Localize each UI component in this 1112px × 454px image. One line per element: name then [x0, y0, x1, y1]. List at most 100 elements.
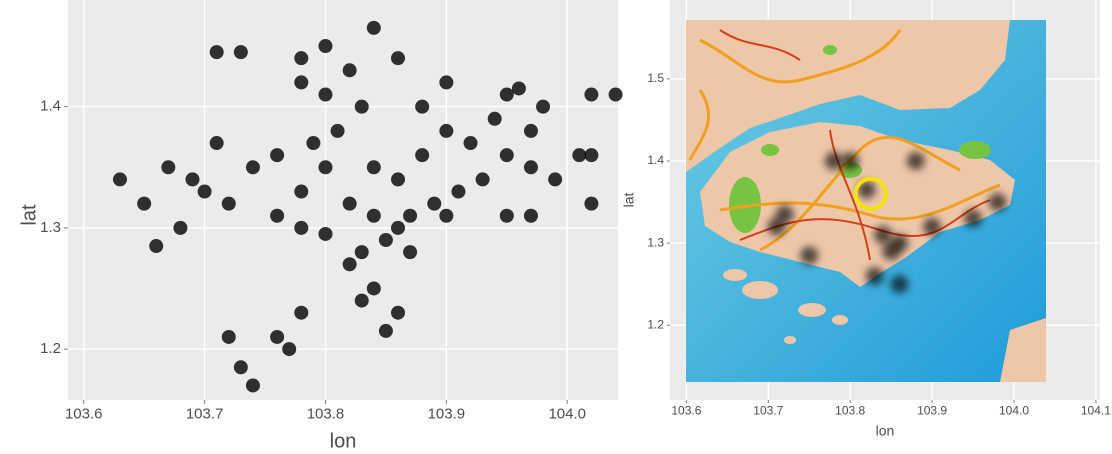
point: [572, 148, 586, 162]
point: [500, 148, 514, 162]
point: [403, 245, 417, 259]
point: [584, 197, 598, 211]
point: [210, 45, 224, 59]
point: [331, 124, 345, 138]
x-tick-label: 103.6: [65, 405, 103, 422]
x-axis-label: lon: [330, 430, 357, 452]
x-tick-label: 103.6: [671, 404, 701, 418]
point: [306, 136, 320, 150]
x-tick-label: 103.9: [428, 405, 466, 422]
point: [318, 39, 332, 53]
point: [137, 197, 151, 211]
y-tick-label: 1.5: [647, 71, 664, 85]
point: [222, 330, 236, 344]
point: [476, 172, 490, 186]
point: [186, 172, 200, 186]
point: [270, 209, 284, 223]
point: [367, 160, 381, 174]
y-tick-label: 1.4: [40, 98, 61, 115]
point: [234, 360, 248, 374]
point: [367, 21, 381, 35]
x-tick-label: 103.9: [917, 404, 947, 418]
point: [246, 378, 260, 392]
point: [524, 124, 538, 138]
point: [415, 100, 429, 114]
point: [294, 185, 308, 199]
density-spot: [907, 152, 925, 170]
point: [391, 221, 405, 235]
y-tick-label: 1.2: [40, 340, 61, 357]
point: [282, 342, 296, 356]
point: [270, 148, 284, 162]
point: [318, 227, 332, 241]
point: [343, 63, 357, 77]
point: [222, 197, 236, 211]
point: [161, 160, 175, 174]
point: [355, 294, 369, 308]
point: [500, 88, 514, 102]
point: [367, 209, 381, 223]
point: [584, 88, 598, 102]
point: [379, 233, 393, 247]
x-tick-label: 103.7: [186, 405, 224, 422]
point: [318, 160, 332, 174]
x-tick-label: 104.0: [999, 404, 1029, 418]
y-tick-label: 1.2: [647, 317, 664, 331]
point: [524, 160, 538, 174]
y-tick-label: 1.3: [40, 219, 61, 236]
density-spot: [825, 152, 843, 170]
figure: lat lon lat lon 103.6103.7103.8103.9104.…: [0, 0, 1112, 454]
point: [367, 281, 381, 295]
point: [113, 172, 127, 186]
point: [451, 185, 465, 199]
x-tick-label: 103.8: [307, 405, 345, 422]
density-spot: [800, 246, 818, 264]
point: [464, 136, 478, 150]
point: [536, 100, 550, 114]
density-spot: [866, 267, 884, 285]
point: [355, 245, 369, 259]
y-tick-label: 1.4: [647, 153, 664, 167]
density-spot: [890, 275, 908, 293]
point: [439, 209, 453, 223]
y-tick-label: 1.3: [647, 235, 664, 249]
point: [584, 148, 598, 162]
density-spot: [989, 193, 1007, 211]
y-axis-label: lat: [18, 204, 40, 226]
panel-left: [68, 0, 618, 400]
point: [609, 88, 623, 102]
point: [343, 197, 357, 211]
density-spot: [841, 152, 859, 170]
density-spot: [890, 234, 908, 252]
density-spot: [874, 226, 892, 244]
x-tick-label: 104.1: [1081, 404, 1111, 418]
point: [246, 160, 260, 174]
point: [294, 306, 308, 320]
point: [512, 81, 526, 95]
point: [439, 75, 453, 89]
point: [173, 221, 187, 235]
point: [234, 45, 248, 59]
point: [379, 324, 393, 338]
point: [415, 148, 429, 162]
point: [318, 88, 332, 102]
point: [294, 221, 308, 235]
point: [403, 209, 417, 223]
point: [198, 185, 212, 199]
point: [524, 209, 538, 223]
point: [343, 257, 357, 271]
point: [391, 306, 405, 320]
point: [270, 330, 284, 344]
point: [427, 197, 441, 211]
x-tick-label: 103.7: [753, 404, 783, 418]
point: [294, 51, 308, 65]
x-tick-label: 104.0: [548, 405, 586, 422]
point: [500, 209, 514, 223]
point: [210, 136, 224, 150]
density-spot: [964, 209, 982, 227]
page: lat lon lat lon 103.6103.7103.8103.9104.…: [0, 0, 1112, 454]
point: [391, 51, 405, 65]
point: [294, 75, 308, 89]
point: [391, 172, 405, 186]
x-axis-label: lon: [876, 423, 895, 439]
